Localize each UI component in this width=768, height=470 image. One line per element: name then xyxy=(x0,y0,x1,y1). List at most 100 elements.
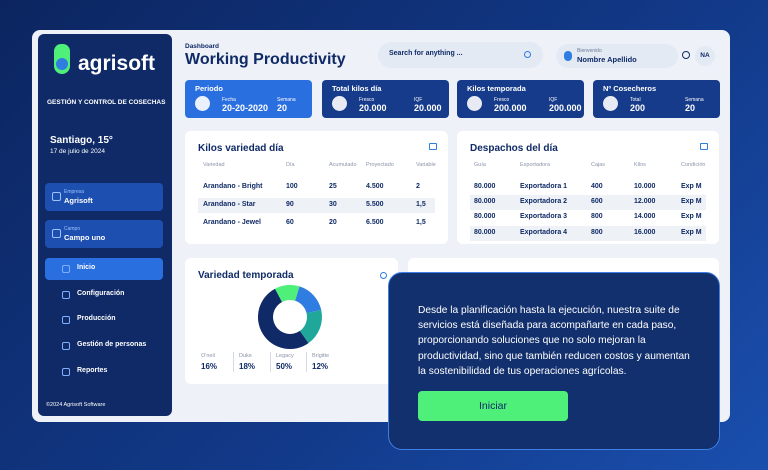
selector[interactable] xyxy=(45,220,163,248)
stat-field-label: Fresco xyxy=(359,97,375,103)
stat-field-value: 20.000 xyxy=(414,103,442,113)
row-bg xyxy=(470,226,706,241)
legend-divider xyxy=(306,352,307,372)
card-title: Variedad temporada xyxy=(198,270,294,281)
card-icon xyxy=(429,143,437,150)
selector-icon xyxy=(52,192,61,201)
nav-item[interactable]: Producción xyxy=(77,315,116,322)
nav-icon[interactable] xyxy=(62,265,70,273)
column-header: Variable xyxy=(416,162,436,168)
table-cell: 80.000 xyxy=(474,213,496,220)
table-cell: Exp M xyxy=(681,198,702,205)
user-icon xyxy=(564,51,572,61)
avatar[interactable]: NA xyxy=(695,46,715,66)
nav-icon[interactable] xyxy=(62,342,70,350)
column-header: Kilos xyxy=(634,162,646,168)
row-bg xyxy=(470,195,706,210)
table-cell: 80.000 xyxy=(474,183,496,190)
table-cell: 1,5 xyxy=(416,201,426,208)
table-cell: 600 xyxy=(591,198,603,205)
stat-title: Kilos temporada xyxy=(467,84,526,93)
donut-segment xyxy=(275,285,300,302)
table-cell: 14.000 xyxy=(634,213,656,220)
table-cell: Exportadora 1 xyxy=(520,183,568,190)
column-header: Acumulado xyxy=(329,162,357,168)
cta-button[interactable]: Iniciar xyxy=(418,391,568,421)
nav-icon[interactable] xyxy=(62,368,70,376)
table-cell: 6.500 xyxy=(366,219,384,226)
column-header: Día xyxy=(286,162,295,168)
page-title: Working Productivity xyxy=(185,51,346,68)
table-cell: 800 xyxy=(591,229,603,236)
column-header: Variedad xyxy=(203,162,225,168)
user-box[interactable] xyxy=(556,44,678,68)
selector[interactable] xyxy=(45,183,163,211)
legend-value: 50% xyxy=(276,362,293,371)
nav-item[interactable]: Reportes xyxy=(77,367,108,374)
weather-date: 17 de julio de 2024 xyxy=(50,148,105,155)
table-cell: Exportadora 3 xyxy=(520,213,568,220)
nav-icon[interactable] xyxy=(62,291,70,299)
selector-value: Campo uno xyxy=(64,233,106,242)
stat-field-value: 20 xyxy=(277,103,288,113)
table-cell: 1,5 xyxy=(416,219,426,226)
column-header: Condición xyxy=(681,162,706,168)
table-cell: Arandano - Bright xyxy=(203,183,263,190)
legend-label: Brigitte xyxy=(312,353,330,359)
table-cell: 20 xyxy=(329,219,337,226)
legend-value: 12% xyxy=(312,362,329,371)
stat-field-value: 20.000 xyxy=(359,103,387,113)
stat-field-value: 200 xyxy=(630,103,646,113)
table-cell: 80.000 xyxy=(474,229,496,236)
table-cell: 4.500 xyxy=(366,183,384,190)
logo-icon-inner xyxy=(56,58,68,70)
nav-active xyxy=(45,258,163,280)
row-bg xyxy=(198,198,435,213)
table-cell: Exportadora 2 xyxy=(520,198,568,205)
search-box[interactable] xyxy=(378,42,543,68)
legend-divider xyxy=(270,352,271,372)
stat-icon xyxy=(603,96,618,111)
table-cell: 16.000 xyxy=(634,229,656,236)
card-icon xyxy=(380,272,387,279)
column-header: Exportadora xyxy=(520,162,550,168)
theme-toggle[interactable] xyxy=(682,51,690,59)
table-cell: Exp M xyxy=(681,183,702,190)
nav-item[interactable]: Configuración xyxy=(77,290,125,297)
stat-field-label: IQF xyxy=(414,97,423,103)
logo-text: agrisoft xyxy=(78,52,156,75)
card-title: Despachos del día xyxy=(470,143,558,154)
user-name: Nombre Apellido xyxy=(577,55,637,64)
table-cell: 2 xyxy=(416,183,420,190)
legend-label: Legacy xyxy=(276,353,294,359)
table-cell: Exp M xyxy=(681,229,702,236)
card-title: Kilos variedad día xyxy=(198,143,284,154)
donut-segment xyxy=(295,286,322,314)
card-icon xyxy=(700,143,708,150)
nav-item[interactable]: Inicio xyxy=(77,264,96,271)
breadcrumb: Dashboard xyxy=(185,43,219,50)
legend-label: O'neil xyxy=(201,353,215,359)
stat-title: Total kilos día xyxy=(332,84,382,93)
table-cell: Exportadora 4 xyxy=(520,229,568,236)
column-header: Guía xyxy=(474,162,486,168)
table-cell: 90 xyxy=(286,201,294,208)
donut-segment xyxy=(299,309,322,344)
legend-label: Duke xyxy=(239,353,252,359)
stat-field-label: Fecha xyxy=(222,97,236,103)
search-icon xyxy=(524,51,531,58)
search-placeholder: Search for anything ... xyxy=(389,50,463,57)
stat-icon xyxy=(332,96,347,111)
selector-label: Empresa xyxy=(64,189,85,195)
nav-icon[interactable] xyxy=(62,316,70,324)
donut-segment xyxy=(257,288,309,350)
tagline: GESTIÓN Y CONTROL DE COSECHAS xyxy=(47,99,166,106)
stat-icon xyxy=(467,96,482,111)
stat-field-label: IQF xyxy=(549,97,558,103)
nav-item[interactable]: Gestión de personas xyxy=(77,341,147,348)
table-cell: 400 xyxy=(591,183,603,190)
stat-field-label: Semana xyxy=(277,97,296,103)
column-header: Proyectado xyxy=(366,162,394,168)
stat-field-value: 20 xyxy=(685,103,696,113)
selector-value: Agrisoft xyxy=(64,196,93,205)
